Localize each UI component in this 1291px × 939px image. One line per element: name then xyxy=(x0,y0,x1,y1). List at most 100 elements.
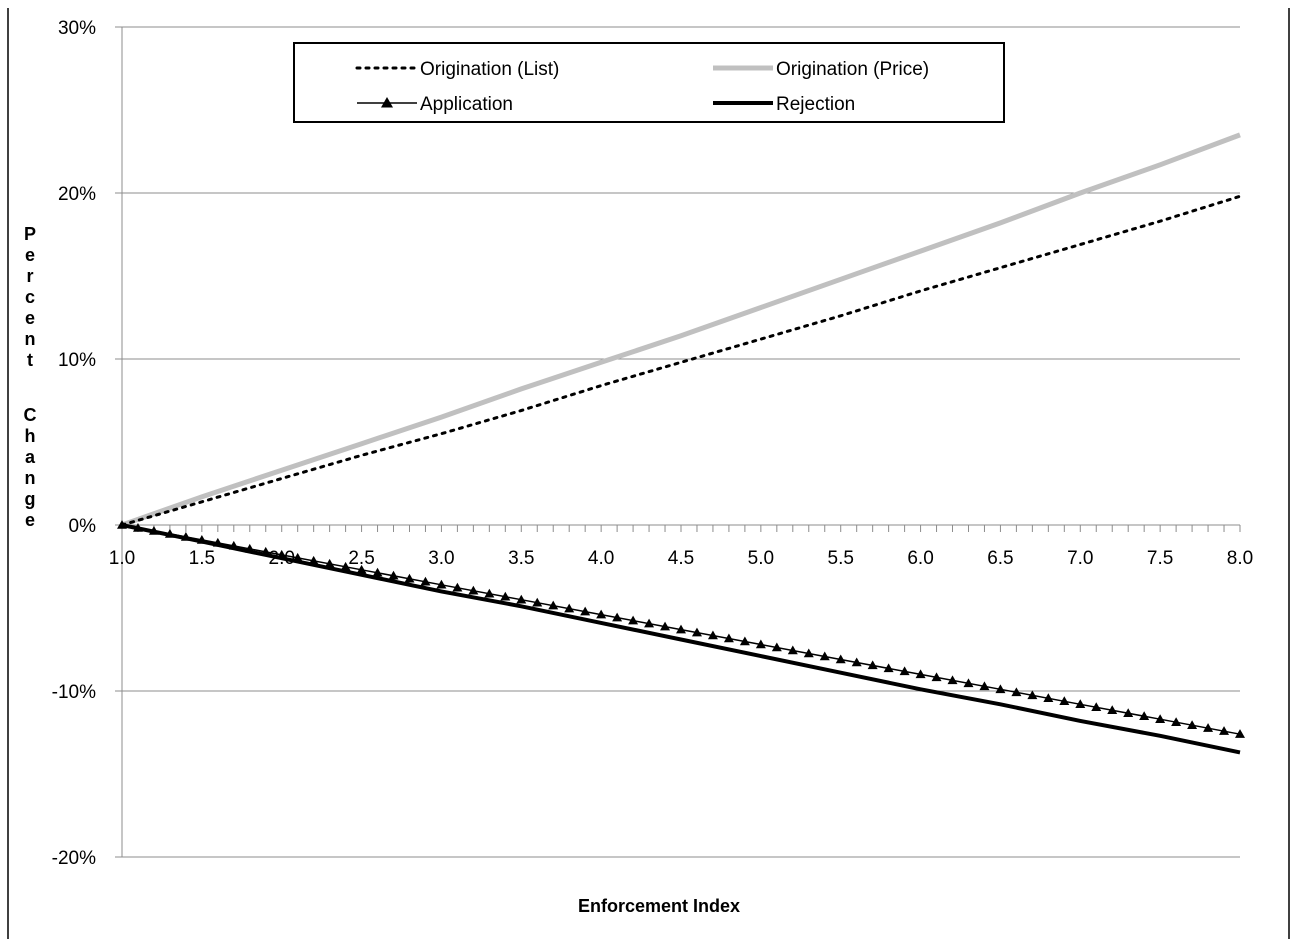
y-axis-title-letter: e xyxy=(25,308,35,328)
data-point-application xyxy=(340,561,351,571)
data-point-application xyxy=(755,639,766,649)
x-tick-label: 4.5 xyxy=(668,548,694,569)
data-point-application xyxy=(228,540,239,550)
y-axis-title-letter: C xyxy=(24,405,37,425)
data-point-application xyxy=(915,669,926,679)
x-tick-label: 1.0 xyxy=(109,548,135,569)
data-point-application xyxy=(212,537,223,547)
y-axis-title-letter: h xyxy=(25,426,36,446)
y-axis-title-letter: P xyxy=(24,224,36,244)
x-tick-label: 7.5 xyxy=(1147,548,1173,569)
y-tick-label: -20% xyxy=(52,848,96,869)
x-tick-label: 2.0 xyxy=(269,548,295,569)
data-point-application xyxy=(420,576,431,586)
data-point-application xyxy=(468,585,479,595)
series-line-origination-list xyxy=(120,194,1242,527)
data-point-application xyxy=(787,645,798,655)
data-point-application xyxy=(707,630,718,640)
data-point-application xyxy=(1171,717,1182,726)
y-axis-title-letter: c xyxy=(25,287,35,307)
x-tick-label: 5.5 xyxy=(828,548,854,569)
data-point-application xyxy=(452,582,463,592)
data-point-application xyxy=(739,636,750,646)
y-tick-labels: 30% 20% 10% 0% -10% -20% xyxy=(52,18,96,869)
x-tick-labels: 1.0 1.5 2.0 2.5 3.0 3.5 4.0 4.5 5.0 5.5 6.0 6.5 7.0 7… xyxy=(109,548,1253,569)
x-tick-label: 6.0 xyxy=(907,548,933,569)
data-point-application xyxy=(484,588,495,598)
x-tick-label: 4.0 xyxy=(588,548,614,569)
x-tick-label: 1.5 xyxy=(189,548,215,569)
y-tick-label: -10% xyxy=(52,682,96,703)
y-axis-title-letter: e xyxy=(25,510,35,530)
data-point-application xyxy=(803,648,814,658)
x-axis-title: Enforcement Index xyxy=(578,896,740,916)
data-point-application xyxy=(851,657,862,667)
data-point-application xyxy=(164,528,175,538)
data-point-application xyxy=(148,525,159,535)
data-point-application xyxy=(516,594,527,604)
y-axis-title-letter: a xyxy=(25,447,36,467)
x-tick-label: 8.0 xyxy=(1227,548,1253,569)
data-point-application xyxy=(1091,702,1102,712)
data-point-application xyxy=(931,672,942,682)
y-axis-title-letter: r xyxy=(26,266,33,286)
series-line-rejection xyxy=(121,523,1241,755)
data-point-application xyxy=(691,627,702,637)
data-point-application xyxy=(596,609,607,619)
data-point-application xyxy=(819,651,830,661)
data-point-application xyxy=(1235,729,1245,738)
data-point-application xyxy=(388,570,399,580)
data-point-application xyxy=(404,573,415,583)
data-point-application xyxy=(1123,708,1134,717)
data-point-application xyxy=(196,534,207,544)
data-point-application xyxy=(276,549,287,559)
data-point-application xyxy=(308,555,319,565)
data-point-application xyxy=(771,642,782,652)
data-point-application xyxy=(1187,720,1198,729)
data-point-application xyxy=(292,552,303,562)
y-axis-title-letter: n xyxy=(25,468,36,488)
y-axis-title-letter: n xyxy=(25,329,36,349)
data-point-application xyxy=(244,543,255,553)
axes xyxy=(115,26,1241,858)
data-point-application xyxy=(995,684,1006,694)
x-tick-label: 7.0 xyxy=(1067,548,1093,569)
data-point-application xyxy=(899,666,910,676)
legend-label-rejection: Rejection xyxy=(776,94,855,115)
legend-marker-application xyxy=(381,97,393,108)
data-point-application xyxy=(1155,714,1166,723)
data-point-application xyxy=(1107,705,1118,715)
y-axis-title-letter: e xyxy=(25,245,35,265)
data-point-application xyxy=(132,522,143,532)
data-point-application xyxy=(676,624,686,634)
data-point-application xyxy=(356,564,367,574)
gridlines xyxy=(122,26,1240,858)
legend-label-origination-price: Origination (Price) xyxy=(776,59,929,80)
data-point-application xyxy=(500,591,511,601)
data-point-application xyxy=(947,675,958,685)
data-point-application xyxy=(324,558,335,568)
data-point-application xyxy=(532,597,543,607)
series-line-origination-price xyxy=(121,132,1241,528)
data-point-application xyxy=(1043,693,1054,703)
x-tick-label: 2.5 xyxy=(348,548,374,569)
y-tick-label: 0% xyxy=(69,516,97,537)
data-point-application xyxy=(1203,723,1214,732)
data-point-application xyxy=(436,579,447,589)
data-point-application xyxy=(580,606,591,616)
data-point-application xyxy=(1139,711,1150,720)
data-point-application xyxy=(883,663,894,673)
x-tick-label: 3.5 xyxy=(508,548,534,569)
data-point-application xyxy=(564,603,575,613)
data-point-application xyxy=(1027,690,1038,700)
data-point-application xyxy=(548,600,559,610)
y-tick-label: 30% xyxy=(58,18,96,39)
data-point-application xyxy=(1059,696,1070,706)
data-point-application xyxy=(628,615,639,625)
data-point-application xyxy=(867,660,878,670)
y-axis-title-letter: t xyxy=(27,350,33,370)
data-point-application xyxy=(1011,687,1022,697)
data-point-application xyxy=(372,567,383,577)
data-point-application xyxy=(835,654,846,664)
